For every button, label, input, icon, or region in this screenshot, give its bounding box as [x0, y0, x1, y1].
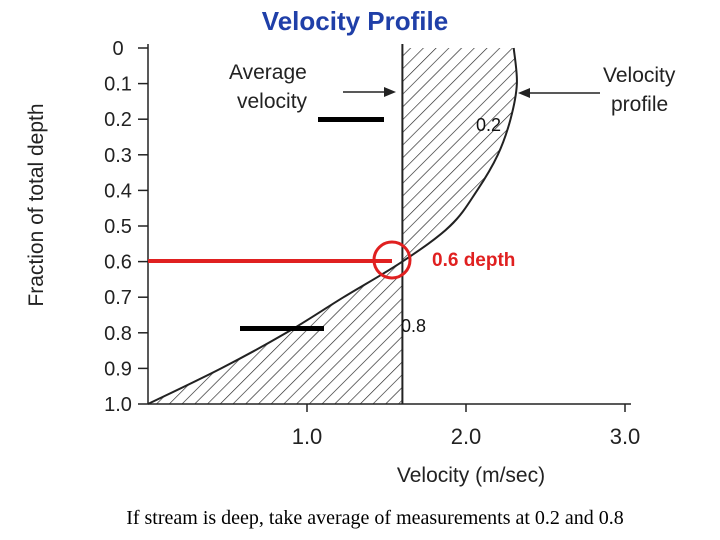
y-axis-title: Fraction of total depth — [25, 103, 48, 306]
y-tick-label: 0.1 — [104, 74, 132, 96]
x-tick-label: 3.0 — [610, 424, 641, 449]
marker-0.8-bar — [240, 326, 324, 331]
slide-caption: If stream is deep, take average of measu… — [126, 507, 624, 529]
y-tick-label: 0.7 — [104, 287, 132, 309]
y-tick-label: 0.6 — [104, 252, 132, 274]
y-tick-label: 1.0 — [104, 394, 132, 416]
y-tick-label: 0.5 — [104, 216, 132, 238]
velocity-profile-label-line1: Velocity — [603, 64, 676, 87]
x-tick-label: 1.0 — [292, 424, 323, 449]
velocity-profile-curve — [147, 47, 518, 405]
marker-0.2-label: 0.2 — [476, 115, 501, 135]
marker-0.6-label: 0.6 depth — [432, 250, 515, 271]
y-tick-label: 0.3 — [104, 145, 132, 167]
marker-0.2-bar — [318, 117, 384, 122]
y-tick-label: 0.8 — [104, 323, 132, 345]
average-velocity-arrowhead — [384, 87, 396, 97]
x-tick-label: 2.0 — [451, 424, 482, 449]
y-axis-ticks: 0 0.1 0.2 0.3 0.4 0.5 0.6 0.7 0.8 0.9 1.0 — [104, 38, 148, 416]
average-velocity-label-line1: Average — [229, 61, 307, 84]
x-axis-title: Velocity (m/sec) — [397, 464, 545, 487]
y-tick-label: 0.9 — [104, 358, 132, 380]
marker-0.8-label: 0.8 — [401, 316, 426, 336]
y-tick-label: 0 — [112, 38, 123, 60]
y-tick-label: 0.2 — [104, 109, 132, 131]
velocity-profile-label-line2: profile — [611, 93, 668, 116]
x-axis-ticks: 1.0 2.0 3.0 — [292, 404, 641, 449]
slide-title: Velocity Profile — [261, 6, 449, 36]
hatched-profile-area — [148, 48, 517, 404]
velocity-profile-arrowhead — [518, 88, 530, 98]
marker-0.6-circle — [372, 240, 412, 280]
average-velocity-label-line2: velocity — [237, 90, 308, 113]
y-tick-label: 0.4 — [104, 180, 132, 202]
